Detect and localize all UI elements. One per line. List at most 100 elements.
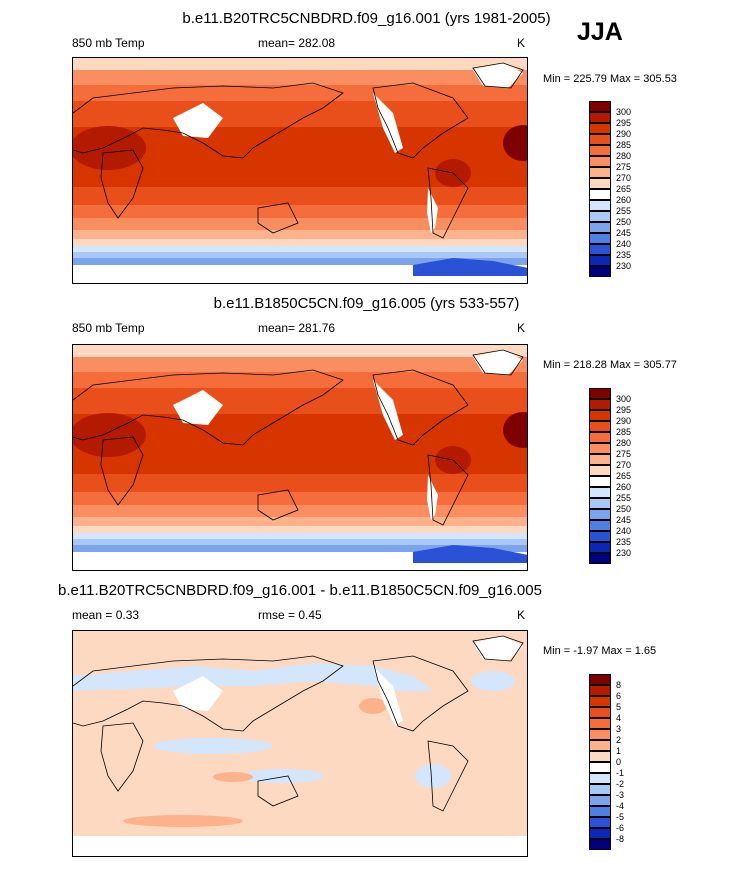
colorbar-level-label: 0	[616, 756, 622, 767]
colorbar-cell	[589, 388, 611, 399]
colorbar-level-label: 8	[616, 679, 622, 690]
colorbar-cell	[589, 718, 611, 729]
panel-3-map	[72, 630, 528, 857]
colorbar-cell	[589, 443, 611, 454]
colorbar-cell	[589, 476, 611, 487]
colorbar-cell	[589, 200, 611, 211]
colorbar-cell	[589, 454, 611, 465]
panel-1-map-graphic	[73, 58, 527, 283]
colorbar-level-label: -4	[616, 800, 625, 811]
colorbar-cell	[589, 112, 611, 123]
panel-3-map-graphic	[73, 631, 527, 856]
colorbar-cell	[589, 134, 611, 145]
colorbar-level-label: 255	[616, 205, 632, 216]
panel-2-map-graphic	[73, 345, 527, 570]
colorbar-cell	[589, 421, 611, 432]
colorbar-level-label: 265	[616, 470, 632, 481]
colorbar-level-label: 245	[616, 514, 632, 525]
colorbar-cell	[589, 674, 611, 685]
colorbar-level-label: -6	[616, 822, 625, 833]
colorbar-level-label: 300	[616, 393, 632, 404]
colorbar-cell	[589, 553, 611, 564]
colorbar-cell	[589, 707, 611, 718]
colorbar-cell	[589, 487, 611, 498]
panel-3-mean: mean = 0.33	[72, 608, 140, 622]
colorbar-level-label: 290	[616, 128, 632, 139]
colorbar-level-label: 235	[616, 536, 632, 547]
colorbar-level-label: 275	[616, 448, 632, 459]
colorbar-cell	[589, 145, 611, 156]
colorbar-cell	[589, 509, 611, 520]
colorbar-cell	[589, 211, 611, 222]
colorbar-level-label: 280	[616, 150, 632, 161]
colorbar-cell	[589, 189, 611, 200]
colorbar-cell	[589, 531, 611, 542]
panel-1-field-label: 850 mb Temp	[72, 36, 145, 50]
colorbar-level-label: 6	[616, 690, 622, 701]
colorbar-level-label: -8	[616, 833, 625, 844]
colorbar-level-label: -1	[616, 767, 625, 778]
colorbar-level-label: 255	[616, 492, 632, 503]
colorbar-level-label: 290	[616, 415, 632, 426]
colorbar-level-label: 270	[616, 459, 632, 470]
colorbar-level-label: 260	[616, 481, 632, 492]
colorbar-level-label: 245	[616, 227, 632, 238]
colorbar-cell	[589, 399, 611, 410]
colorbar-level-label: 240	[616, 238, 632, 249]
panel-2-minmax: Min = 218.28 Max = 305.77	[543, 359, 677, 371]
colorbar-cell	[589, 817, 611, 828]
colorbar-level-label: 230	[616, 547, 632, 558]
colorbar-cell	[589, 167, 611, 178]
panel-1-map	[72, 57, 528, 284]
colorbar-level-label: 260	[616, 194, 632, 205]
colorbar-level-label: -2	[616, 778, 625, 789]
panel-3-minmax: Min = -1.97 Max = 1.65	[543, 645, 657, 657]
colorbar-level-label: 265	[616, 183, 632, 194]
colorbar-cell	[589, 751, 611, 762]
panel-2-field-label: 850 mb Temp	[72, 321, 145, 335]
panel-2-units: K	[517, 321, 526, 335]
colorbar-cell	[589, 498, 611, 509]
colorbar-cell	[589, 101, 611, 112]
colorbar-cell	[589, 729, 611, 740]
colorbar-level-label: 4	[616, 712, 622, 723]
colorbar-level-label: 230	[616, 260, 632, 271]
colorbar-level-label: 285	[616, 139, 632, 150]
colorbar-level-label: -5	[616, 811, 625, 822]
panel-3-title: b.e11.B20TRC5CNBDRD.f09_g16.001 - b.e11.…	[58, 582, 542, 599]
colorbar-level-label: 5	[616, 701, 622, 712]
panel-1-minmax: Min = 225.79 Max = 305.53	[543, 73, 677, 85]
panel-3-rmse: rmse = 0.45	[258, 608, 322, 622]
colorbar-level-label: 240	[616, 525, 632, 536]
colorbar-cell	[589, 222, 611, 233]
colorbar-level-label: -3	[616, 789, 625, 800]
colorbar-level-label: 280	[616, 437, 632, 448]
colorbar-cell	[589, 233, 611, 244]
colorbar-cell	[589, 520, 611, 531]
colorbar-cell	[589, 696, 611, 707]
colorbar-level-label: 270	[616, 172, 632, 183]
colorbar-level-label: 3	[616, 723, 622, 734]
colorbar-level-label: 300	[616, 106, 632, 117]
colorbar-cell	[589, 156, 611, 167]
colorbar-cell	[589, 178, 611, 189]
panel-1-mean: mean= 282.08	[258, 36, 336, 50]
season-label: JJA	[577, 18, 623, 46]
panel-3-units: K	[517, 608, 526, 622]
colorbar-cell	[589, 123, 611, 134]
colorbar-level-label: 250	[616, 216, 632, 227]
colorbar-level-label: 235	[616, 249, 632, 260]
colorbar-cell	[589, 685, 611, 696]
colorbar-cell	[589, 432, 611, 443]
panel-1-title: b.e11.B20TRC5CNBDRD.f09_g16.001 (yrs 198…	[182, 10, 551, 27]
colorbar-level-label: 295	[616, 404, 632, 415]
panel-2-mean: mean= 281.76	[258, 321, 336, 335]
colorbar-level-label: 295	[616, 117, 632, 128]
colorbar-cell	[589, 784, 611, 795]
colorbar-cell	[589, 773, 611, 784]
colorbar-cell	[589, 255, 611, 266]
colorbar-cell	[589, 244, 611, 255]
colorbar-cell	[589, 740, 611, 751]
colorbar-level-label: 250	[616, 503, 632, 514]
colorbar-cell	[589, 806, 611, 817]
